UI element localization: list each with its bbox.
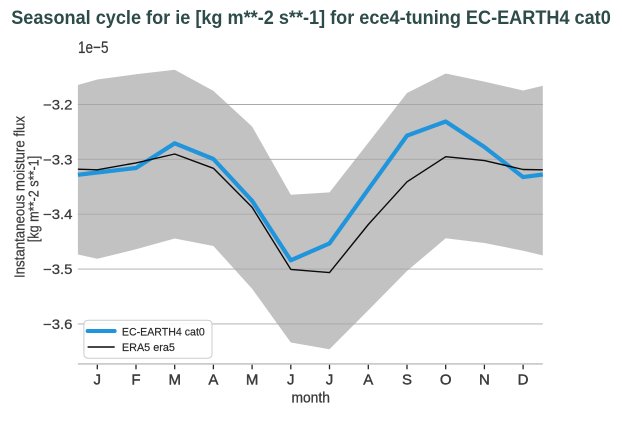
svg-text:A: A <box>363 372 373 389</box>
svg-text:−3.5: −3.5 <box>43 261 73 277</box>
svg-text:M: M <box>246 372 259 389</box>
svg-text:month: month <box>291 391 330 407</box>
svg-text:J: J <box>287 372 295 389</box>
svg-text:[kg m**-2 s**-1]: [kg m**-2 s**-1] <box>26 156 43 243</box>
svg-text:M: M <box>168 372 181 389</box>
svg-text:F: F <box>131 372 140 389</box>
svg-text:−3.4: −3.4 <box>43 206 73 222</box>
svg-text:1e−5: 1e−5 <box>78 38 109 57</box>
svg-text:EC-EARTH4 cat0: EC-EARTH4 cat0 <box>122 326 205 338</box>
svg-text:−3.2: −3.2 <box>43 97 73 113</box>
svg-text:−3.3: −3.3 <box>43 151 73 167</box>
svg-text:J: J <box>326 372 334 389</box>
svg-text:S: S <box>402 372 412 389</box>
svg-text:Seasonal cycle for ie [kg m**-: Seasonal cycle for ie [kg m**-2 s**-1] f… <box>11 7 611 29</box>
svg-text:A: A <box>208 372 218 389</box>
svg-text:−3.6: −3.6 <box>43 316 73 332</box>
svg-text:O: O <box>440 372 452 389</box>
svg-text:ERA5 era5: ERA5 era5 <box>122 342 175 354</box>
svg-text:N: N <box>479 372 490 389</box>
svg-text:D: D <box>518 372 529 389</box>
svg-text:J: J <box>94 372 102 389</box>
svg-text:Instantaneous moisture flux: Instantaneous moisture flux <box>12 116 29 278</box>
